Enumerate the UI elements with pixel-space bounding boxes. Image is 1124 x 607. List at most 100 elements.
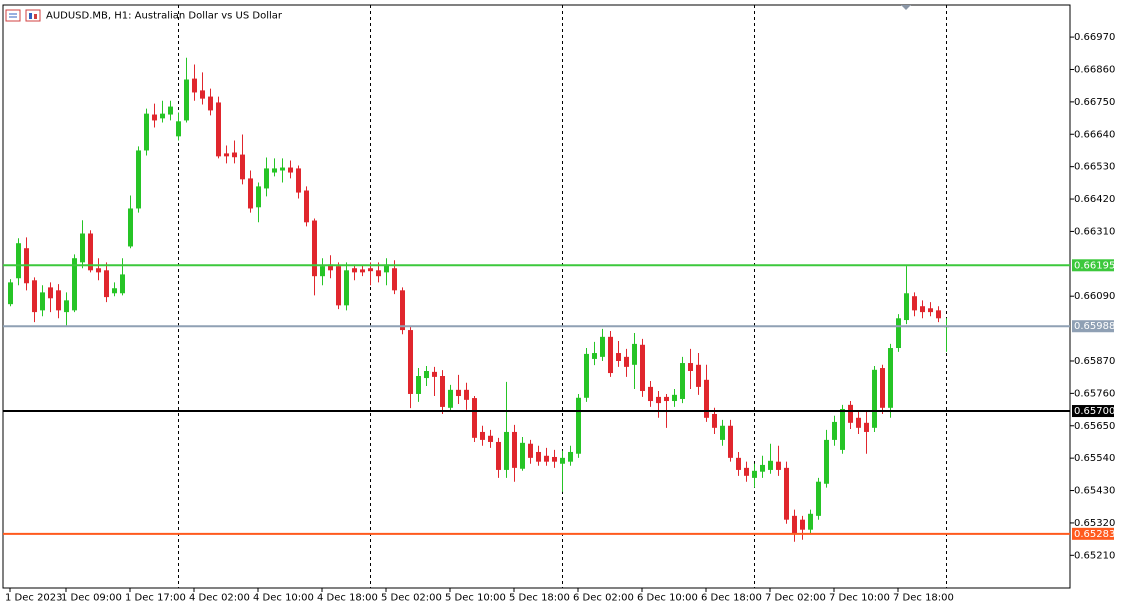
candle-body	[432, 371, 437, 377]
candle-body	[584, 353, 589, 398]
candle-body	[256, 186, 261, 208]
candle-body	[832, 421, 837, 440]
candle-body	[296, 168, 301, 193]
candle-body	[848, 404, 853, 423]
candle-body	[872, 369, 877, 428]
candle-body	[520, 442, 525, 469]
candle-body	[136, 150, 141, 209]
y-tick-label: 0.65540	[1074, 453, 1115, 464]
candle-body	[760, 464, 765, 472]
title-icons	[5, 9, 41, 22]
x-tick-label: 6 Dec 02:00	[573, 593, 634, 604]
candle-body	[272, 168, 277, 173]
chart-title: AUDUSD.MB, H1: Australian Dollar vs US D…	[46, 11, 283, 22]
candle-body	[712, 413, 717, 428]
candle-body	[864, 422, 869, 432]
candle-body	[672, 394, 677, 402]
y-tick-label: 0.65320	[1074, 518, 1115, 529]
candle-body	[352, 268, 357, 273]
x-tick-label: 4 Dec 18:00	[317, 593, 378, 604]
candle-body	[376, 270, 381, 277]
x-tick-label: 7 Dec 18:00	[893, 593, 954, 604]
candle-body	[88, 233, 93, 271]
candle-body	[16, 243, 21, 279]
icon	[5, 9, 21, 22]
candle-body	[800, 519, 805, 530]
candle-body	[488, 435, 493, 442]
x-tick-label: 1 Dec 2023	[5, 593, 63, 604]
y-tick-label: 0.65430	[1074, 486, 1115, 497]
candle-body	[656, 396, 661, 404]
candle-body	[48, 287, 53, 299]
candle-body	[112, 288, 117, 294]
candle-body	[336, 266, 341, 306]
candle-body	[544, 455, 549, 462]
candle-body	[888, 348, 893, 408]
candle-body	[824, 439, 829, 484]
candle-body	[120, 274, 125, 294]
candle-body	[440, 376, 445, 407]
candle-body	[72, 258, 77, 311]
y-tick-label: 0.66750	[1074, 97, 1115, 108]
candle-body	[664, 396, 669, 402]
candle-body	[480, 431, 485, 440]
candle-body	[920, 306, 925, 313]
candle-body	[904, 293, 909, 321]
x-tick-label: 4 Dec 10:00	[253, 593, 314, 604]
candle-body	[752, 470, 757, 478]
candle-body	[464, 389, 469, 400]
candle-body	[728, 425, 733, 458]
x-tick-label: 5 Dec 02:00	[381, 593, 442, 604]
candle-body	[56, 290, 61, 311]
candle-body	[384, 264, 389, 273]
candle-body	[912, 296, 917, 311]
price-level-box	[1072, 405, 1114, 418]
y-tick-label: 0.65650	[1074, 421, 1115, 432]
icon	[25, 9, 41, 22]
candle-body	[368, 268, 373, 272]
candle-body	[216, 102, 221, 157]
candle-body	[208, 96, 213, 111]
price-level-box	[1072, 527, 1114, 540]
candle-body	[224, 153, 229, 157]
candle-body	[632, 343, 637, 365]
y-tick-label: 0.66640	[1074, 129, 1115, 140]
candle-body	[288, 167, 293, 173]
candle-body	[816, 481, 821, 516]
candle-body	[776, 461, 781, 470]
x-tick-label: 1 Dec 17:00	[125, 593, 186, 604]
candle-body	[688, 363, 693, 371]
candle-body	[424, 370, 429, 379]
candle-body	[552, 456, 557, 462]
candle-body	[560, 457, 565, 464]
candle-body	[640, 344, 645, 392]
icon-bar	[29, 13, 32, 19]
candle-body	[504, 431, 509, 470]
shift-marker	[901, 5, 911, 10]
x-tick-label: 6 Dec 18:00	[701, 593, 762, 604]
candle-body	[784, 467, 789, 520]
y-tick-label: 0.66420	[1074, 194, 1115, 205]
plot-frame	[2, 4, 1071, 589]
day-separators	[178, 5, 947, 588]
candle-body	[896, 318, 901, 349]
candle-body	[448, 389, 453, 408]
candle-body	[880, 368, 885, 408]
candle-body	[8, 282, 13, 305]
candle-body	[64, 300, 69, 313]
candle-body	[240, 154, 245, 180]
candle-body	[200, 90, 205, 99]
price-level-box	[1072, 259, 1114, 272]
candle-body	[472, 398, 477, 438]
candle-body	[280, 167, 285, 171]
candle-body	[416, 376, 421, 394]
price-level-label: 0.65988	[1074, 321, 1115, 332]
price-level-label: 0.66195	[1074, 260, 1115, 271]
candle-body	[856, 417, 861, 428]
y-tick-label: 0.66310	[1074, 226, 1115, 237]
candle-body	[680, 363, 685, 399]
candle-body	[168, 106, 173, 115]
candle-body	[392, 268, 397, 291]
candle-body	[648, 386, 653, 402]
candle-body	[160, 113, 165, 119]
